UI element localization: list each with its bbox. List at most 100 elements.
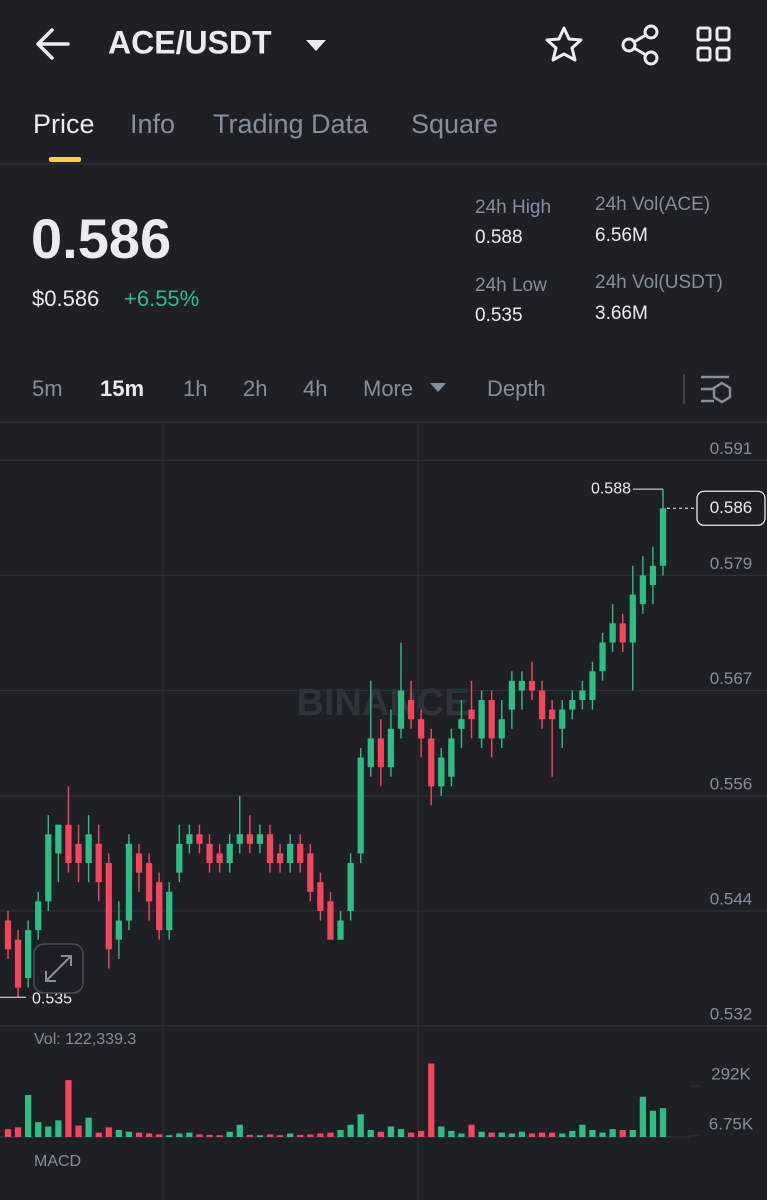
interval[interactable]: 15m: [100, 376, 144, 401]
candle-body: [206, 843, 213, 864]
candle-body: [115, 920, 122, 940]
grid-cell: [696, 46, 712, 62]
volume-bar: [105, 1127, 112, 1137]
volume-bar: [448, 1130, 455, 1137]
candle-body: [609, 623, 616, 643]
volume-bar: [579, 1124, 586, 1137]
volume-bar: [196, 1134, 203, 1137]
interval[interactable]: 2h: [243, 376, 267, 401]
tab[interactable]: Square: [411, 109, 498, 139]
volume-bar: [95, 1132, 102, 1137]
stat-label: 24h High: [475, 197, 551, 218]
volume-bar: [226, 1131, 233, 1137]
volume-bar: [327, 1132, 334, 1137]
candle-body: [589, 671, 596, 701]
share-links: [633, 33, 647, 57]
candle-body: [35, 901, 42, 931]
volume-bar: [307, 1134, 314, 1137]
volume-bar: [569, 1130, 576, 1137]
volume-bar: [418, 1130, 425, 1137]
candle-body: [145, 863, 153, 902]
candle-body: [629, 594, 636, 643]
volume-bar: [166, 1135, 173, 1137]
y-tick-label: 0.544: [710, 889, 753, 908]
stat-label: 24h Low: [475, 275, 547, 296]
volume-bar: [538, 1132, 546, 1137]
candle-body: [508, 680, 515, 710]
expand-button[interactable]: [33, 943, 84, 994]
candle-body: [559, 709, 566, 729]
volume-bar: [559, 1133, 566, 1137]
candle-body: [186, 834, 193, 844]
candle-body: [135, 853, 143, 873]
volume-bar: [256, 1135, 264, 1137]
volume-bar: [75, 1125, 82, 1137]
interval[interactable]: 5m: [32, 376, 63, 401]
candle-body: [498, 719, 505, 739]
interval[interactable]: 4h: [303, 376, 327, 401]
volume-bar: [367, 1130, 374, 1137]
last-price-box: [696, 490, 766, 526]
interval[interactable]: 1h: [183, 376, 207, 401]
volume-bar: [357, 1114, 364, 1137]
share-icon[interactable]: [621, 24, 659, 66]
candle-body: [549, 709, 556, 720]
tab[interactable]: Trading Data: [213, 109, 369, 139]
volume-bar: [488, 1132, 495, 1137]
volume-bar: [145, 1133, 153, 1137]
candle-body: [236, 834, 243, 844]
y-tick-label: 0.532: [710, 1004, 753, 1023]
candle-body: [307, 853, 314, 892]
y-tick-label: 0.591: [710, 439, 753, 458]
volume-bar: [659, 1108, 667, 1137]
candle-body: [287, 843, 294, 864]
volume-tick-label: 292K: [711, 1064, 751, 1083]
candle-body: [397, 690, 405, 729]
candle-body: [337, 920, 344, 940]
stat-label: 24h Vol(USDT): [595, 272, 723, 293]
grid-cell: [696, 26, 712, 42]
more-dropdown[interactable]: [430, 383, 446, 392]
volume-bar: [347, 1124, 354, 1137]
candle-body: [266, 834, 274, 864]
menu-grid-icon[interactable]: [696, 26, 731, 62]
volume-bar: [297, 1134, 304, 1137]
candle-body: [176, 843, 183, 873]
chart-settings-icon[interactable]: [701, 375, 732, 404]
tab[interactable]: Price: [33, 109, 95, 139]
volume-bar: [45, 1126, 52, 1137]
volume-bar: [458, 1133, 465, 1137]
candle-body: [105, 863, 112, 950]
volume-bar: [125, 1131, 133, 1137]
volume-bar: [549, 1132, 556, 1137]
chart-layer: 0.591 0.579 0.567 0.556 0.544 0.532 292K 6.75K 0…: [0, 439, 767, 1138]
volume-bar: [4, 1129, 12, 1137]
volume-bar: [518, 1131, 526, 1137]
interval[interactable]: Depth: [487, 376, 546, 401]
candle-body: [125, 843, 133, 921]
high-marker-label: 0.588: [591, 480, 631, 497]
candle-body: [297, 843, 304, 864]
candle-body: [407, 700, 415, 720]
candle-body: [367, 738, 374, 768]
volume-bar: [508, 1133, 515, 1137]
volume-bar: [236, 1124, 243, 1137]
pair-dropdown[interactable]: [306, 40, 326, 51]
back-button[interactable]: [36, 28, 70, 60]
favorite-icon[interactable]: [545, 26, 583, 62]
candle-body: [347, 863, 354, 911]
tab[interactable]: Info: [130, 109, 175, 139]
grid-cell: [715, 46, 731, 62]
candle-body: [569, 700, 576, 710]
volume-bar: [397, 1129, 405, 1137]
volume-bar: [246, 1134, 253, 1137]
candle-body: [418, 719, 425, 739]
interval[interactable]: More: [363, 376, 413, 401]
pair-title[interactable]: ACE/USDT: [108, 24, 272, 60]
candle-body: [327, 901, 334, 940]
candle-body: [256, 834, 264, 844]
candle-body: [639, 575, 646, 605]
candle-body: [317, 882, 324, 911]
